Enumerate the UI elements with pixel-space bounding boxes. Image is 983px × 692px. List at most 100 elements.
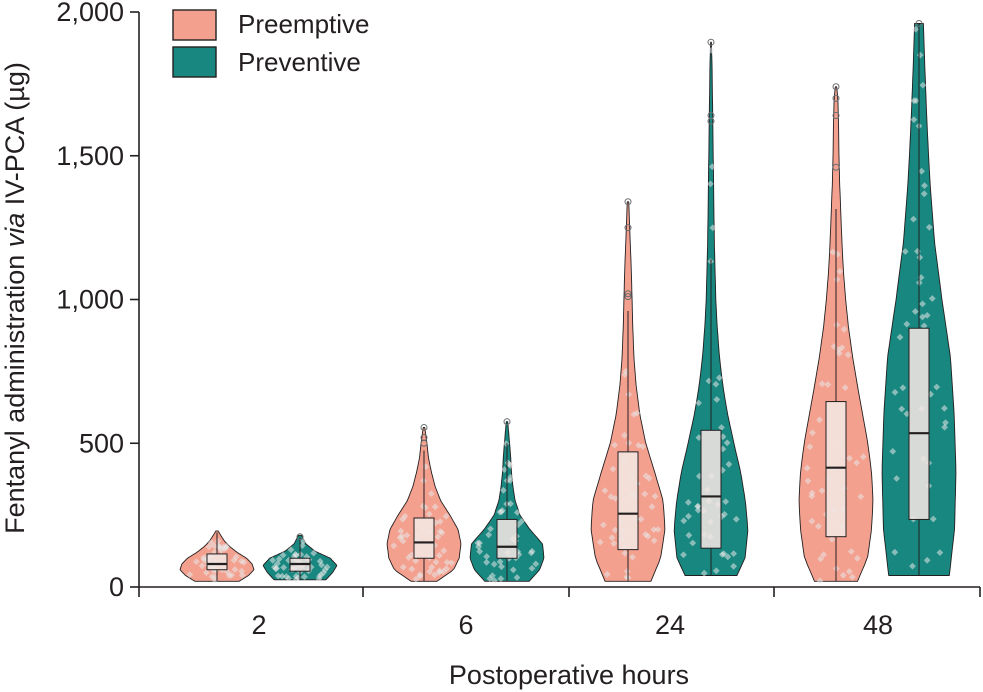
legend-swatch-preventive (172, 46, 217, 78)
outlier-point (503, 418, 511, 426)
data-point (695, 399, 702, 407)
data-point (274, 572, 282, 580)
data-point (808, 489, 816, 497)
data-point (635, 442, 642, 449)
data-point (436, 518, 444, 525)
data-point (427, 490, 435, 497)
y-axis-title-part-3: IV-PCA (µg) (0, 62, 30, 213)
violin-group-preventive-6h (469, 418, 545, 584)
data-point (497, 575, 505, 583)
data-point (442, 512, 450, 520)
data-point (857, 493, 865, 500)
data-point (228, 571, 235, 579)
data-point (500, 466, 508, 473)
data-point (476, 539, 483, 547)
data-point (279, 551, 287, 559)
data-point (315, 575, 323, 583)
data-point (412, 575, 420, 583)
legend-label-preemptive: Preemptive (238, 9, 370, 39)
data-point (903, 410, 911, 418)
data-point (483, 558, 490, 566)
data-point (893, 475, 900, 482)
data-point (491, 577, 498, 584)
data-point (443, 558, 451, 566)
outlier-point (707, 112, 715, 119)
data-point (829, 248, 837, 256)
data-point (889, 448, 897, 455)
data-point (916, 254, 924, 261)
outlier-point (296, 533, 304, 541)
data-point (919, 81, 927, 89)
violin-group-preemptive-48h (798, 83, 874, 585)
data-point (203, 569, 210, 576)
data-point (186, 571, 194, 578)
data-point (476, 548, 484, 555)
data-point (844, 351, 852, 359)
data-point (428, 563, 436, 571)
data-point (405, 554, 413, 561)
data-point (403, 531, 411, 539)
data-point (715, 374, 723, 382)
x-tick-label: 48 (863, 610, 893, 640)
data-point (487, 525, 494, 533)
data-point (211, 573, 219, 581)
legend-swatch-preemptive (172, 9, 217, 41)
y-tick-label: 2,000 (56, 0, 124, 27)
outlier-point (707, 38, 715, 46)
data-point (707, 47, 715, 54)
data-point (713, 396, 721, 403)
data-point (500, 486, 507, 494)
data-point (323, 563, 331, 571)
y-tick-label: 0 (109, 572, 124, 602)
data-point (285, 575, 292, 582)
data-point (507, 500, 514, 508)
data-point (232, 553, 240, 561)
iqr-box (496, 518, 518, 559)
data-point (901, 248, 909, 255)
data-point (238, 571, 246, 579)
data-point (193, 558, 200, 565)
data-point (390, 542, 398, 550)
outlier-point (624, 198, 632, 206)
violin-group-preemptive-2h (179, 530, 255, 584)
iqr-box (617, 451, 639, 551)
data-point (496, 558, 504, 566)
data-point (398, 532, 406, 540)
outlier-point (832, 112, 840, 119)
data-point (416, 572, 424, 580)
data-point (707, 180, 714, 188)
data-point (298, 542, 306, 549)
plot-area (179, 20, 957, 585)
iqr-box (700, 429, 722, 549)
y-tick-label: 500 (79, 428, 124, 458)
outlier-point (420, 434, 428, 441)
data-point (440, 547, 448, 555)
violin-group-preventive-24h (673, 38, 749, 577)
violin-group-preemptive-6h (386, 423, 462, 583)
outlier-point (832, 94, 840, 102)
x-tick-label: 24 (655, 610, 685, 640)
y-axis-title-part-1: Fentanyl administration (0, 247, 30, 534)
data-point (928, 295, 936, 302)
x-axis-title: Postoperative hours (449, 660, 689, 690)
data-point (859, 453, 867, 461)
data-point (835, 346, 843, 354)
data-point (435, 552, 443, 559)
violin-group-preventive-2h (262, 533, 338, 583)
data-point (397, 527, 405, 535)
data-point (513, 509, 521, 516)
data-point (708, 163, 716, 171)
outlier-point (624, 224, 632, 232)
data-point (408, 565, 416, 573)
data-point (490, 560, 498, 568)
outlier-point (832, 83, 840, 91)
data-point (301, 573, 308, 581)
data-point (399, 563, 407, 571)
iqr-box (908, 327, 930, 520)
data-point (198, 562, 206, 570)
data-point (910, 116, 918, 123)
data-point (238, 567, 245, 575)
outlier-point (832, 163, 840, 171)
data-point (214, 537, 222, 545)
